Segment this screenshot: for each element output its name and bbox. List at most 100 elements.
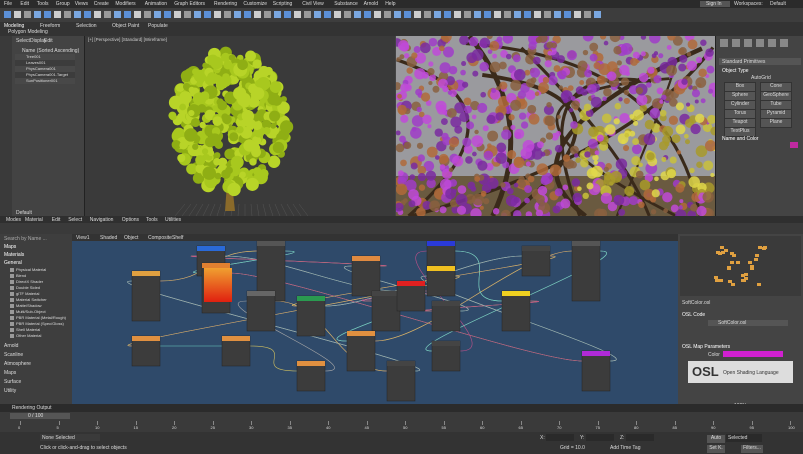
- dropdown-label[interactable]: Standard Primitives: [722, 59, 766, 65]
- primitive-button[interactable]: Plane: [760, 118, 792, 128]
- filters[interactable]: Filters...: [740, 444, 764, 454]
- toolbar-icon[interactable]: [414, 11, 421, 18]
- panel-tab-icon[interactable]: [732, 39, 740, 47]
- view-tab[interactable]: Composite: [148, 235, 172, 241]
- toolbar-icon[interactable]: [494, 11, 501, 18]
- toolbar-icon[interactable]: [64, 11, 71, 18]
- time-slider[interactable]: [10, 413, 70, 419]
- panel-tab-icon[interactable]: [768, 39, 776, 47]
- toolbar-icon[interactable]: [124, 11, 131, 18]
- menu-item[interactable]: File: [4, 1, 13, 7]
- menu-item[interactable]: Substance: [334, 1, 358, 7]
- toolbar-icon[interactable]: [154, 11, 161, 18]
- group-header[interactable]: Maps: [4, 370, 17, 376]
- section-header[interactable]: Maps: [4, 244, 17, 250]
- toolbar-icon[interactable]: [4, 11, 11, 18]
- toolbar-icon[interactable]: [374, 11, 381, 18]
- toolbar-icon[interactable]: [574, 11, 581, 18]
- toolbar-icon[interactable]: [594, 11, 601, 18]
- panel-tab-icon[interactable]: [756, 39, 764, 47]
- toolbar-icon[interactable]: [484, 11, 491, 18]
- toolbar-icon[interactable]: [24, 11, 31, 18]
- toolbar-icon[interactable]: [144, 11, 151, 18]
- menu-item[interactable]: Arnold: [363, 1, 379, 7]
- menu-item[interactable]: Material: [25, 217, 43, 223]
- toolbar-icon[interactable]: [564, 11, 571, 18]
- color-swatch[interactable]: [790, 142, 798, 148]
- toolbar-icon[interactable]: [74, 11, 81, 18]
- toolbar-icon[interactable]: [354, 11, 361, 18]
- toolbar-icon[interactable]: [294, 11, 301, 18]
- view-tab[interactable]: Object: [124, 235, 139, 241]
- panel-tab-icon[interactable]: [720, 39, 728, 47]
- material-item[interactable]: Physical Material: [16, 267, 47, 272]
- menu-item[interactable]: Group: [55, 1, 70, 7]
- explorer-tab[interactable]: Display: [30, 38, 47, 44]
- menu-item[interactable]: Edit: [51, 217, 61, 223]
- toolbar-icon[interactable]: [204, 11, 211, 18]
- toolbar-icon[interactable]: [444, 11, 451, 18]
- menu-item[interactable]: Animation: [144, 1, 168, 7]
- toolbar-icon[interactable]: [164, 11, 171, 18]
- time-tag[interactable]: Add Time Tag: [610, 445, 641, 451]
- view-tab[interactable]: Shaded: [100, 235, 118, 241]
- menu-item[interactable]: Utilities: [165, 217, 182, 223]
- group-header[interactable]: Utility: [4, 388, 17, 394]
- toolbar-icon[interactable]: [94, 11, 101, 18]
- ribbon-tab[interactable]: Selection: [76, 23, 97, 29]
- menu-item[interactable]: Modifiers: [115, 1, 136, 7]
- material-item[interactable]: DirectX Shader: [16, 279, 44, 284]
- menu-item[interactable]: Tools: [146, 217, 158, 223]
- toolbar-icon[interactable]: [104, 11, 111, 18]
- panel-tab-icon[interactable]: [744, 39, 752, 47]
- toolbar-icon[interactable]: [234, 11, 241, 18]
- ribbon-tab[interactable]: Object Paint: [112, 23, 140, 29]
- group-header[interactable]: Surface: [4, 379, 22, 385]
- sign-in[interactable]: Sign In: [700, 1, 730, 7]
- material-item[interactable]: PBR Material (Metal/Rough): [16, 315, 67, 320]
- menu-item[interactable]: Views: [74, 1, 89, 7]
- coord-field[interactable]: [546, 434, 574, 441]
- menu-item[interactable]: Customize: [243, 1, 268, 7]
- toolbar-icon[interactable]: [264, 11, 271, 18]
- toolbar-icon[interactable]: [224, 11, 231, 18]
- material-item[interactable]: Shell Material: [16, 327, 41, 332]
- toolbar-icon[interactable]: [364, 11, 371, 18]
- toolbar-icon[interactable]: [184, 11, 191, 18]
- toolbar-icon[interactable]: [384, 11, 391, 18]
- toolbar-icon[interactable]: [34, 11, 41, 18]
- menu-item[interactable]: Navigation: [89, 217, 114, 223]
- toolbar-icon[interactable]: [554, 11, 561, 18]
- toolbar-icon[interactable]: [454, 11, 461, 18]
- menu-item[interactable]: Civil View: [302, 1, 324, 7]
- toolbar-icon[interactable]: [54, 11, 61, 18]
- key-dropdown[interactable]: [726, 434, 762, 442]
- view-tab[interactable]: Shelf: [172, 235, 184, 241]
- panel-tab-icon[interactable]: [780, 39, 788, 47]
- material-item[interactable]: Blend: [16, 273, 27, 278]
- toolbar-icon[interactable]: [424, 11, 431, 18]
- group-header[interactable]: Atmosphere: [4, 361, 31, 367]
- node-graph[interactable]: [72, 241, 678, 405]
- view-tab[interactable]: View1: [76, 235, 90, 241]
- toolbar-icon[interactable]: [404, 11, 411, 18]
- toolbar-icon[interactable]: [84, 11, 91, 18]
- primitive-button[interactable]: TextPlus: [724, 127, 756, 137]
- toolbar-icon[interactable]: [114, 11, 121, 18]
- section-header[interactable]: Materials: [4, 252, 25, 258]
- toolbar-icon[interactable]: [134, 11, 141, 18]
- toolbar-icon[interactable]: [214, 11, 221, 18]
- toolbar-icon[interactable]: [284, 11, 291, 18]
- file-field[interactable]: [708, 320, 788, 326]
- menu-item[interactable]: Help: [385, 1, 396, 7]
- material-item[interactable]: Double Sided: [16, 285, 41, 290]
- viewport-wireframe[interactable]: [+] [Perspective] [Standard] [Wireframe]: [85, 36, 395, 216]
- menu-item[interactable]: Options: [121, 217, 140, 223]
- toolbar-icon[interactable]: [14, 11, 21, 18]
- toolbar-icon[interactable]: [464, 11, 471, 18]
- coord-field[interactable]: [626, 434, 654, 441]
- toolbar-icon[interactable]: [324, 11, 331, 18]
- set-key[interactable]: Set K.: [706, 444, 726, 454]
- toolbar-icon[interactable]: [544, 11, 551, 18]
- menu-item[interactable]: Select: [68, 217, 83, 223]
